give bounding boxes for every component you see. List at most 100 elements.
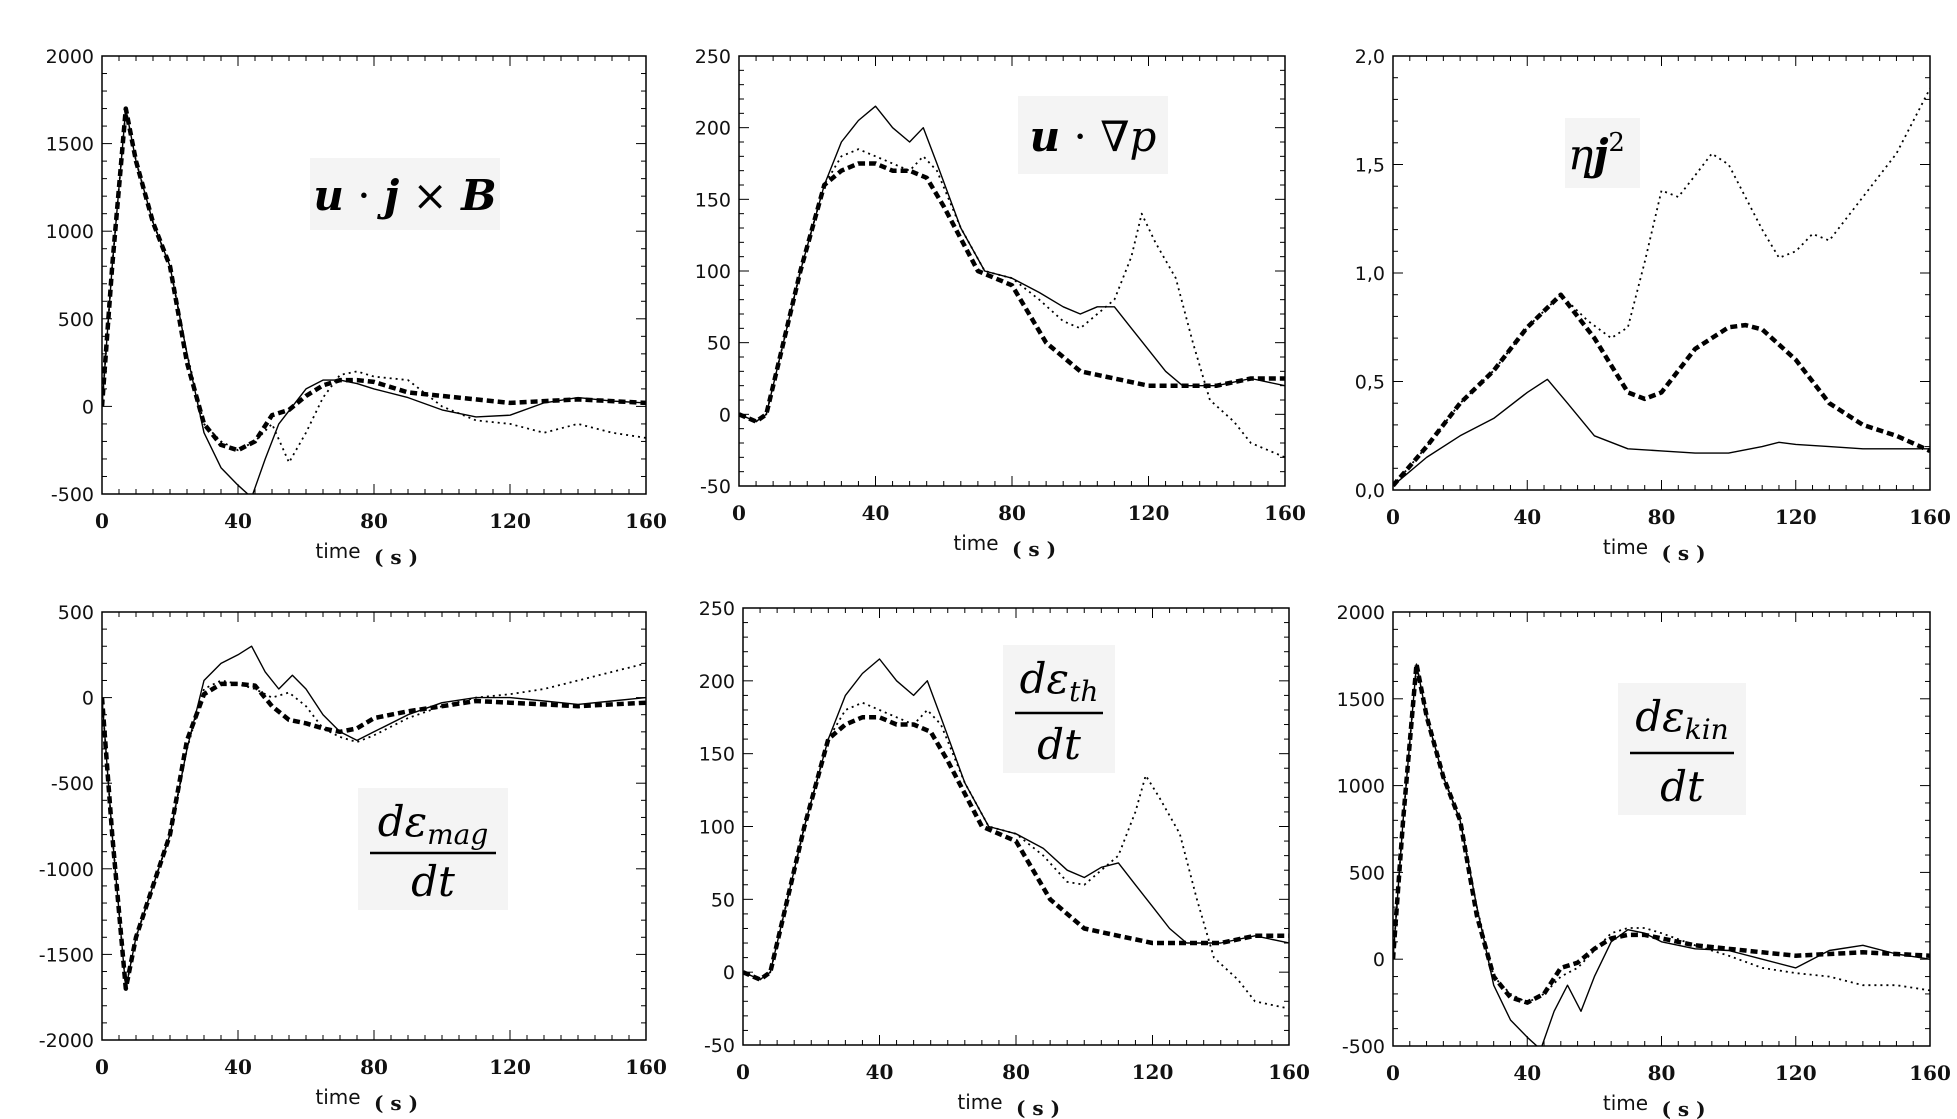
x-tick-label: 80: [360, 509, 388, 533]
y-tick-label: 1,0: [1355, 263, 1385, 285]
title-text: u · j × B: [313, 171, 496, 220]
y-tick-label: 0: [723, 962, 735, 984]
panel-title: dεkin dt: [1618, 683, 1746, 815]
x-axis-unit: ( s ): [1012, 537, 1056, 561]
title-denominator: dt: [1037, 720, 1081, 769]
x-tick-label: 80: [1648, 505, 1676, 529]
y-tick-label: 150: [695, 189, 731, 211]
y-tick-label: 250: [699, 598, 735, 620]
x-tick-label: 80: [1002, 1060, 1030, 1084]
x-axis-label: time: [953, 531, 998, 555]
x-tick-label: 0: [1386, 1061, 1400, 1085]
title-background: [1003, 645, 1115, 773]
y-tick-label: 0: [82, 688, 94, 710]
x-tick-label: 120: [489, 509, 531, 533]
x-tick-label: 120: [489, 1055, 531, 1079]
title-numerator: dεkin: [1635, 692, 1728, 746]
y-tick-label: -50: [700, 476, 731, 498]
y-tick-label: 50: [711, 889, 735, 911]
x-axis-label: time: [1603, 535, 1648, 559]
series-solid: [1393, 378, 1930, 487]
x-tick-label: 40: [224, 509, 252, 533]
y-tick-label: 1000: [46, 221, 94, 243]
x-tick-label: 0: [732, 501, 746, 525]
x-axis-unit: ( s ): [374, 545, 418, 569]
y-tick-label: 500: [58, 602, 94, 624]
plot-frame: [738, 55, 1286, 487]
x-tick-label: 120: [1132, 1060, 1174, 1084]
series-dotted: [102, 107, 646, 464]
series-dashed: [1393, 661, 1930, 1005]
x-tick-label: 40: [1513, 505, 1541, 529]
y-tick-label: 150: [699, 744, 735, 766]
x-tick-label: 160: [625, 1055, 667, 1079]
series-dotted: [1393, 88, 1930, 487]
x-tick-label: 80: [998, 501, 1026, 525]
plot-frame: [1392, 611, 1931, 1047]
x-tick-label: 40: [862, 501, 890, 525]
y-tick-label: 0: [1373, 949, 1385, 971]
title-background: [1618, 683, 1746, 815]
y-tick-label: 1000: [1337, 776, 1385, 798]
panel-title: ηj2: [1565, 118, 1640, 188]
x-tick-label: 40: [1513, 1061, 1541, 1085]
x-axis-label: time: [1603, 1091, 1648, 1115]
y-tick-label: -2000: [39, 1030, 94, 1052]
series-dashed: [739, 161, 1285, 424]
y-tick-label: 0,0: [1355, 480, 1385, 502]
x-tick-label: 160: [1268, 1060, 1310, 1084]
title-denominator: dt: [1660, 762, 1704, 811]
x-axis-unit: ( s ): [1661, 541, 1705, 565]
series-dashed: [743, 715, 1289, 982]
y-tick-label: -1500: [39, 944, 94, 966]
y-tick-label: -1000: [39, 859, 94, 881]
panel-title: u · ∇p: [1018, 96, 1168, 174]
y-tick-label: 2000: [1337, 602, 1385, 624]
panel-title: u · j × B: [310, 158, 500, 230]
series-solid: [102, 645, 646, 990]
x-axis-label: time: [957, 1090, 1002, 1114]
y-tick-label: 0: [82, 396, 94, 418]
x-axis-label: time: [315, 539, 360, 563]
x-tick-label: 160: [1909, 1061, 1951, 1085]
x-tick-label: 0: [736, 1060, 750, 1084]
chart-panel-3: 0 40 80 120 160 2,0 1,5 1,0 0,5 0,0 time ( s ) ηj2: [1355, 46, 1951, 565]
x-tick-label: 120: [1775, 505, 1817, 529]
x-tick-label: 40: [224, 1055, 252, 1079]
title-denominator: dt: [411, 857, 455, 906]
y-tick-label: 2,0: [1355, 46, 1385, 68]
title-background: [1018, 96, 1168, 174]
series-dotted: [102, 662, 646, 990]
title-background: [1565, 118, 1640, 188]
x-tick-label: 80: [1648, 1061, 1676, 1085]
y-tick-label: 200: [699, 671, 735, 693]
y-tick-label: 0: [719, 404, 731, 426]
x-tick-label: 160: [625, 509, 667, 533]
panel-title: dεmag dt: [358, 788, 508, 910]
y-tick-label: -500: [51, 484, 94, 506]
y-tick-label: 1500: [1337, 689, 1385, 711]
panel-title: dεth dt: [1003, 645, 1115, 773]
y-tick-label: 1500: [46, 134, 94, 156]
title-background: [358, 788, 508, 910]
title-text: u · ∇p: [1030, 112, 1157, 161]
y-tick-label: 0,5: [1355, 372, 1385, 394]
y-tick-label: -500: [1342, 1036, 1385, 1058]
y-tick-label: 1,5: [1355, 155, 1385, 177]
x-tick-label: 120: [1775, 1061, 1817, 1085]
x-tick-label: 160: [1909, 505, 1951, 529]
title-text: ηj2: [1568, 128, 1625, 179]
series-dashed: [102, 681, 646, 991]
x-axis-unit: ( s ): [1016, 1096, 1060, 1119]
chart-panel-4: 0 40 80 120 160 500 0 -500 -1000 -1500 -2000 time ( …: [39, 602, 667, 1115]
y-tick-label: 2000: [46, 46, 94, 68]
y-tick-label: 250: [695, 46, 731, 68]
x-axis-label: time: [315, 1085, 360, 1109]
y-tick-label: 500: [1349, 862, 1385, 884]
x-tick-label: 120: [1128, 501, 1170, 525]
